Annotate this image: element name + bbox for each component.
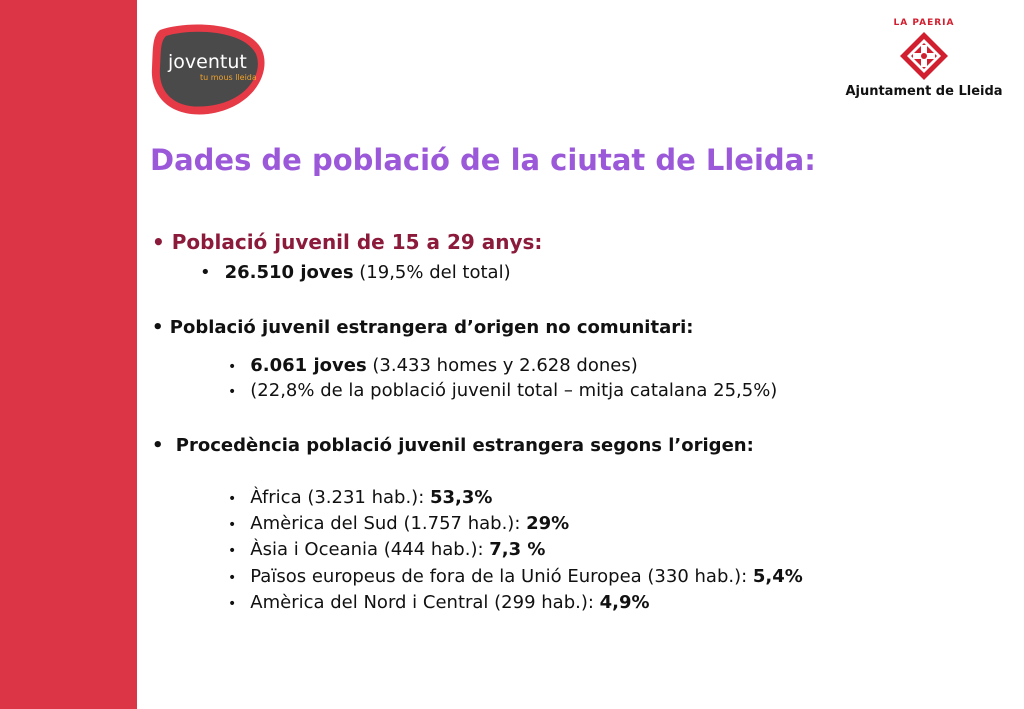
bullet-icon: • xyxy=(228,491,237,507)
bullet-icon: • xyxy=(152,230,165,254)
bullet-icon: • xyxy=(228,384,237,400)
procedencia-item: • Països europeus de fora de la Unió Euro… xyxy=(228,566,803,587)
section-estrangera-heading: • Població juvenil estrangera d’origen n… xyxy=(152,317,694,338)
joventut-logo-main: joventut xyxy=(167,51,247,73)
juvenil-item: • 26.510 joves (19,5% del total) xyxy=(200,262,511,283)
bullet-icon: • xyxy=(228,543,237,559)
ajuntament-logo: LA PAERIA Ajuntament de Lleida xyxy=(836,18,1012,102)
bullet-icon: • xyxy=(200,262,211,283)
lleida-crest-icon xyxy=(900,32,948,80)
page-title: Dades de població de la ciutat de Lleida… xyxy=(150,143,816,177)
bullet-icon: • xyxy=(228,517,237,533)
estrangera-item-2: • (22,8% de la població juvenil total – m… xyxy=(228,380,778,401)
bullet-icon: • xyxy=(228,570,237,586)
joventut-logo: joventut tu mous lleida xyxy=(151,24,265,115)
bullet-icon: • xyxy=(228,359,237,375)
paeria-label: LA PAERIA xyxy=(893,18,955,28)
ajuntament-name: Ajuntament de Lleida xyxy=(845,84,1003,99)
procedencia-item: • Amèrica del Nord i Central (299 hab.): … xyxy=(228,592,650,613)
bullet-icon: • xyxy=(228,596,237,612)
bullet-icon: • xyxy=(152,317,164,338)
estrangera-item-1: • 6.061 joves (3.433 homes y 2.628 dones) xyxy=(228,355,638,376)
section-juvenil-heading: • Població juvenil de 15 a 29 anys: xyxy=(152,230,543,254)
procedencia-item: • Àsia i Oceania (444 hab.): 7,3 % xyxy=(228,539,546,560)
procedencia-item: • Àfrica (3.231 hab.): 53,3% xyxy=(228,487,493,508)
joventut-logo-tagline: tu mous lleida xyxy=(200,73,257,82)
bullet-icon: • xyxy=(152,435,164,456)
section-procedencia-heading: • Procedència població juvenil estranger… xyxy=(152,435,754,456)
procedencia-item: • Amèrica del Sud (1.757 hab.): 29% xyxy=(228,513,570,534)
left-red-sidebar xyxy=(0,0,137,709)
